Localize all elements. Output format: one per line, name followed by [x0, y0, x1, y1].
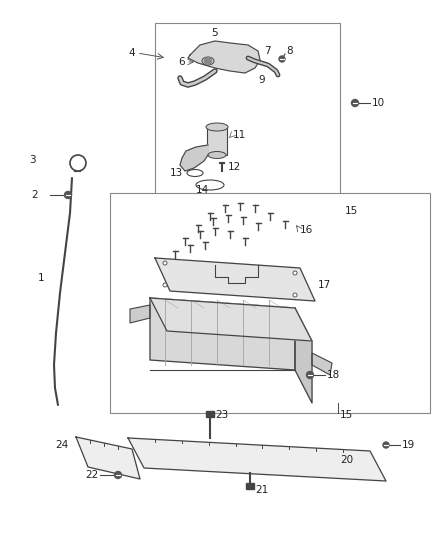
Ellipse shape — [202, 57, 214, 65]
Circle shape — [293, 271, 297, 275]
Polygon shape — [76, 437, 140, 479]
Circle shape — [205, 58, 212, 64]
Polygon shape — [312, 353, 332, 375]
Polygon shape — [128, 438, 386, 481]
Polygon shape — [295, 308, 312, 403]
Text: 12: 12 — [228, 162, 241, 172]
Text: 16: 16 — [300, 225, 313, 235]
Text: 9: 9 — [258, 75, 265, 85]
Circle shape — [163, 283, 167, 287]
Ellipse shape — [206, 123, 228, 131]
Text: 13: 13 — [170, 168, 183, 178]
Polygon shape — [180, 145, 208, 171]
Polygon shape — [150, 298, 312, 341]
Text: 22: 22 — [85, 470, 98, 480]
Circle shape — [307, 372, 314, 378]
Polygon shape — [155, 258, 315, 301]
Text: 15: 15 — [345, 206, 358, 216]
Circle shape — [163, 261, 167, 265]
Text: 4: 4 — [128, 48, 135, 58]
Text: 5: 5 — [212, 28, 218, 38]
Text: 8: 8 — [286, 46, 293, 56]
Bar — [207, 127, 227, 155]
Text: 11: 11 — [233, 130, 246, 140]
Text: 21: 21 — [255, 485, 268, 495]
Bar — [155, 23, 340, 198]
Text: 2: 2 — [32, 190, 38, 200]
Text: 7: 7 — [264, 46, 271, 56]
Text: 19: 19 — [402, 440, 415, 450]
Circle shape — [64, 191, 71, 198]
Text: 20: 20 — [340, 455, 353, 465]
Circle shape — [383, 442, 389, 448]
Polygon shape — [188, 41, 260, 73]
Polygon shape — [130, 305, 150, 323]
Ellipse shape — [208, 151, 226, 158]
Text: 15: 15 — [340, 410, 353, 420]
Text: 1: 1 — [38, 273, 45, 283]
Text: 10: 10 — [372, 98, 385, 108]
Bar — [246, 483, 254, 489]
Text: 17: 17 — [318, 280, 331, 290]
Polygon shape — [150, 298, 295, 370]
Text: 14: 14 — [196, 185, 209, 195]
Text: 23: 23 — [215, 410, 228, 420]
Bar — [110, 193, 430, 413]
Bar — [206, 411, 214, 417]
Circle shape — [279, 56, 285, 62]
Circle shape — [352, 100, 358, 107]
Circle shape — [293, 293, 297, 297]
Circle shape — [114, 472, 121, 479]
Text: 6: 6 — [178, 57, 185, 67]
Text: 18: 18 — [327, 370, 340, 380]
Text: 3: 3 — [29, 155, 36, 165]
Text: 24: 24 — [55, 440, 68, 450]
